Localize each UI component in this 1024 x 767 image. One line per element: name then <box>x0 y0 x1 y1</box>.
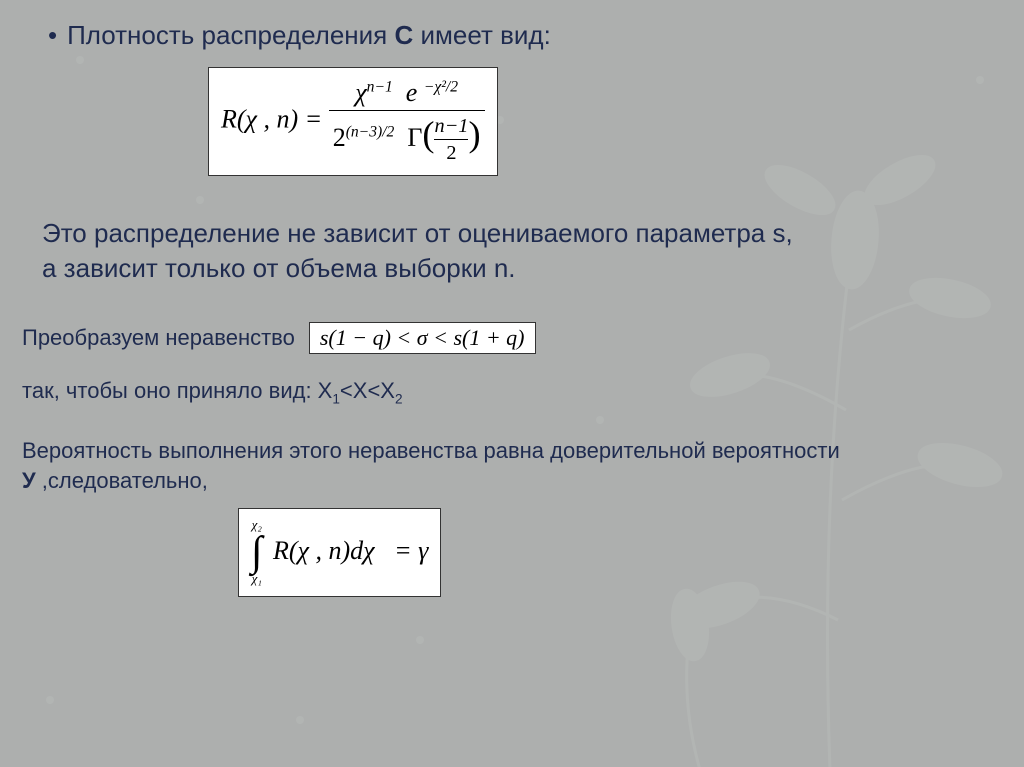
bullet-symbol: • <box>48 20 57 51</box>
transform-inequality-row: Преобразуем неравенство s(1 − q) < σ < s… <box>22 322 1006 354</box>
bullet-text-before: Плотность распределения <box>67 20 394 50</box>
inequality-formula: s(1 − q) < σ < s(1 + q) <box>309 322 536 354</box>
probability-paragraph: Вероятность выполнения этого неравенства… <box>22 436 1006 495</box>
density-formula: R(χ , n) = χn−1 e −χ²/2 2(n−3)/2 Γ(n−12) <box>208 67 498 176</box>
bullet-heading: • Плотность распределения C имеет вид: <box>48 20 1006 51</box>
paragraph1-line1: Это распределение не зависит от оценивае… <box>42 216 1006 251</box>
paragraph1-line2: а зависит только от объема выборки n. <box>42 251 1006 286</box>
so-that-line: так, чтобы оно приняло вид: X1<X<X2 <box>22 378 1006 406</box>
bullet-bold-c: C <box>394 20 413 50</box>
integral-formula: χ₂ ∫ χ₁ R(χ , n)dχ = γ <box>238 508 441 598</box>
transform-label: Преобразуем неравенство <box>22 325 295 351</box>
paragraph-independence: Это распределение не зависит от оценивае… <box>42 216 1006 286</box>
bullet-text-after: имеет вид: <box>413 20 551 50</box>
formula1-lhs: R(χ , n) = <box>221 104 322 133</box>
